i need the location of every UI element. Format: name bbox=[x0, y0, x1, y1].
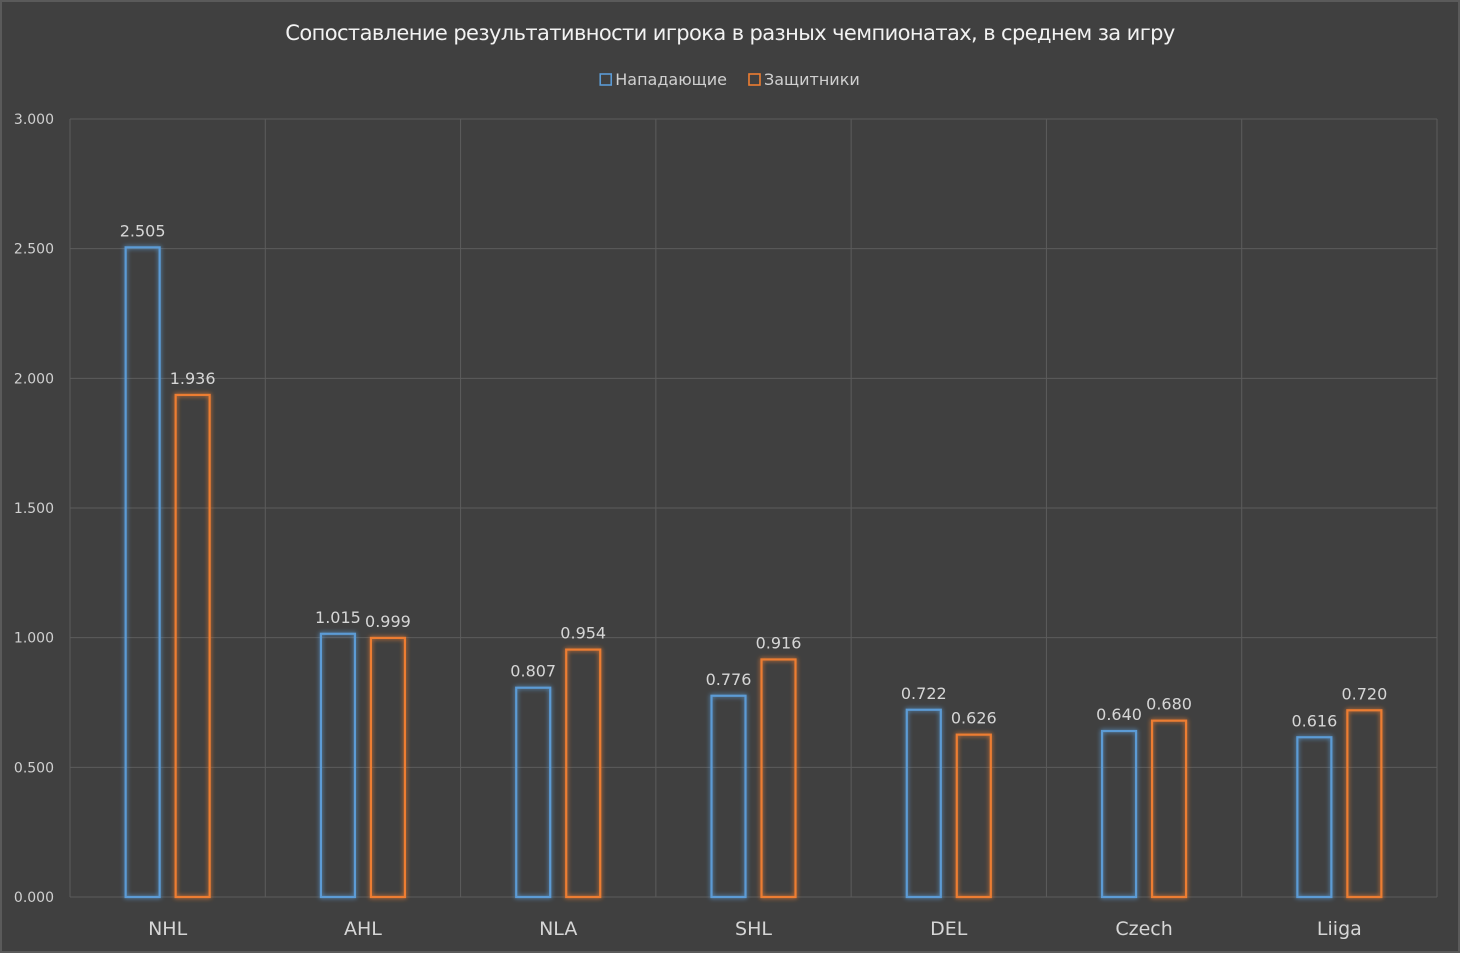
x-tick-label: DEL bbox=[930, 918, 968, 940]
data-label: 0.722 bbox=[901, 684, 947, 703]
legend-swatch bbox=[599, 73, 613, 86]
data-label: 1.015 bbox=[315, 608, 361, 627]
bar-shl-series-2 bbox=[760, 658, 797, 899]
data-label: 0.720 bbox=[1341, 684, 1387, 703]
y-tick-label: 3.000 bbox=[14, 112, 54, 128]
bar-shl-series-1 bbox=[710, 694, 747, 899]
gridlines bbox=[69, 118, 1438, 898]
chart-title: Сопоставление результативности игрока в … bbox=[285, 21, 1175, 45]
y-axis: 0.000 0.500 1.000 1.500 2.000 2.500 3.000 bbox=[14, 112, 54, 906]
legend: Нападающие Защитники bbox=[599, 70, 860, 89]
data-label: 0.640 bbox=[1096, 705, 1142, 724]
y-tick-label: 0.000 bbox=[14, 890, 54, 906]
bar-liiga-series-2 bbox=[1346, 709, 1383, 899]
bars bbox=[124, 246, 1383, 899]
legend-label: Нападающие bbox=[615, 70, 727, 89]
data-label: 0.626 bbox=[951, 709, 997, 728]
legend-item: Защитники bbox=[748, 70, 860, 89]
bar-liiga-series-1 bbox=[1296, 736, 1333, 899]
data-label: 0.954 bbox=[560, 624, 606, 643]
bar-ahl-series-1 bbox=[319, 632, 357, 899]
bar-del-series-2 bbox=[955, 733, 992, 899]
y-tick-label: 1.000 bbox=[14, 631, 54, 647]
bar-czech-series-2 bbox=[1150, 719, 1188, 899]
data-label: 1.936 bbox=[170, 369, 216, 388]
y-tick-label: 0.500 bbox=[14, 760, 54, 776]
bar-nla-series-1 bbox=[515, 686, 552, 899]
legend-label: Защитники bbox=[764, 70, 860, 89]
legend-swatch bbox=[748, 73, 761, 86]
bar-nhl-series-1 bbox=[124, 246, 161, 899]
x-tick-label: AHL bbox=[344, 918, 382, 940]
x-tick-label: NHL bbox=[148, 918, 188, 940]
y-tick-label: 2.000 bbox=[14, 371, 54, 387]
bar-del-series-1 bbox=[905, 708, 942, 899]
x-tick-label: NLA bbox=[539, 918, 577, 940]
legend-item: Нападающие bbox=[599, 70, 727, 89]
data-label: 0.776 bbox=[706, 670, 752, 689]
data-label: 0.616 bbox=[1291, 711, 1337, 730]
y-tick-label: 1.500 bbox=[14, 501, 54, 517]
data-label: 0.680 bbox=[1146, 695, 1192, 714]
bar-ahl-series-2 bbox=[369, 636, 407, 899]
data-label: 2.505 bbox=[120, 221, 166, 240]
x-axis: NHL AHL NLA SHL DEL Czech Liiga bbox=[148, 918, 1362, 940]
data-label: 0.916 bbox=[756, 633, 802, 652]
x-tick-label: Czech bbox=[1115, 918, 1172, 940]
x-tick-label: Liiga bbox=[1317, 918, 1362, 940]
bar-nla-series-2 bbox=[565, 648, 602, 899]
y-tick-label: 2.500 bbox=[14, 242, 54, 258]
data-label: 0.999 bbox=[365, 612, 411, 631]
bar-czech-series-1 bbox=[1100, 729, 1138, 899]
data-label: 0.807 bbox=[510, 662, 556, 681]
bar-nhl-series-2 bbox=[174, 393, 211, 899]
x-tick-label: SHL bbox=[735, 918, 772, 940]
